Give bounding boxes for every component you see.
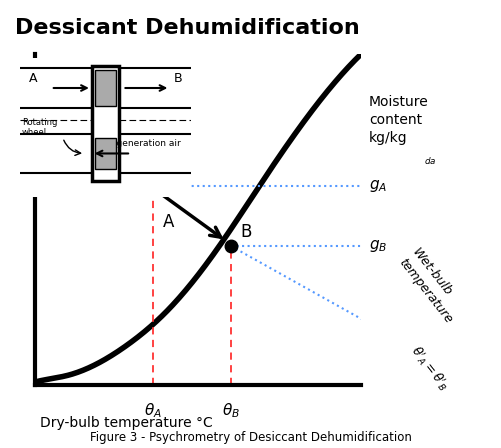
- Text: B: B: [240, 223, 252, 241]
- Bar: [92, 66, 119, 181]
- Text: $g_A$: $g_A$: [368, 178, 386, 194]
- Text: $_{da}$: $_{da}$: [423, 153, 436, 166]
- Text: A: A: [29, 72, 37, 85]
- Text: Wet-bulb
temperature: Wet-bulb temperature: [396, 246, 467, 326]
- Text: Moisture
content
kg/kg: Moisture content kg/kg: [368, 95, 428, 146]
- Text: Figure 3 - Psychrometry of Desiccant Dehumidification: Figure 3 - Psychrometry of Desiccant Deh…: [90, 431, 411, 444]
- Text: A: A: [162, 213, 173, 231]
- Text: Regeneration air: Regeneration air: [105, 138, 181, 147]
- Text: $g_B$: $g_B$: [368, 238, 386, 254]
- Bar: [95, 138, 115, 169]
- Text: $\theta_A$: $\theta_A$: [143, 401, 161, 420]
- Text: $\theta'_A = \theta'_B$: $\theta'_A = \theta'_B$: [406, 343, 451, 394]
- Text: Dessicant Dehumidification: Dessicant Dehumidification: [15, 18, 359, 38]
- Bar: [95, 70, 115, 106]
- Text: Dry-bulb temperature °C: Dry-bulb temperature °C: [40, 416, 212, 430]
- Text: B: B: [173, 72, 182, 85]
- Text: Rotating
wheel: Rotating wheel: [22, 118, 57, 138]
- Text: $\theta_B$: $\theta_B$: [221, 401, 239, 420]
